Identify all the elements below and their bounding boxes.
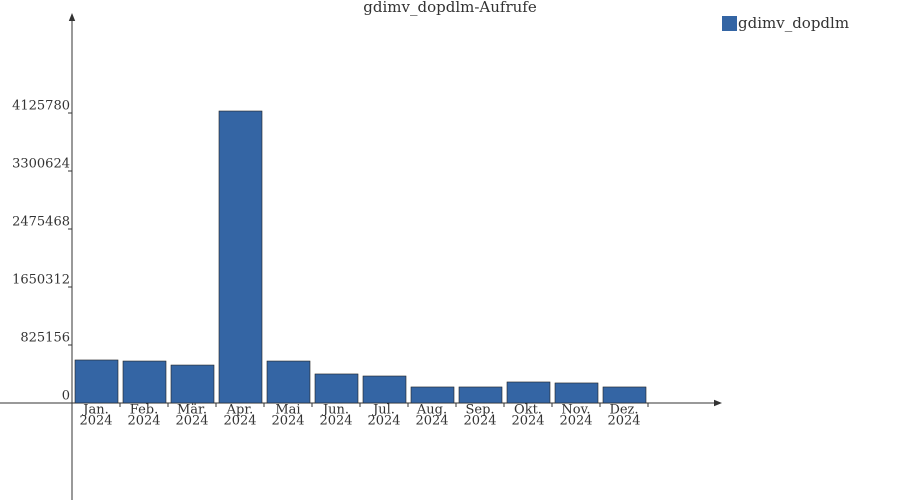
x-tick-label: 2024 [511,414,544,429]
y-tick-label: 3300624 [12,156,70,171]
bar [314,373,359,404]
chart-title: gdimv_dopdlm-Aufrufe [363,0,537,16]
x-tick-label: 2024 [175,414,208,429]
x-tick-label: Jun. [321,403,349,418]
bar [362,375,407,404]
bar [74,359,119,404]
bar [170,364,215,404]
bar [410,386,455,404]
y-tick-label: 0 [62,389,70,404]
legend-swatch [722,16,737,31]
y-tick-label: 4125780 [12,98,70,113]
x-tick-label: 2024 [415,414,448,429]
x-tick-label: Okt. [514,403,542,418]
x-tick-label: Mär. [177,403,207,418]
bar [122,360,167,404]
x-tick-label: Mai [275,403,300,418]
x-tick-label: 2024 [463,414,496,429]
y-tick-label: 2475468 [12,214,70,229]
x-tick-label: Aug. [416,403,447,418]
x-tick-label: 2024 [367,414,400,429]
x-tick-label: 2024 [79,414,112,429]
legend-label: gdimv_dopdlm [738,14,849,32]
x-tick-label: Nov. [561,403,590,418]
x-tick-label: 2024 [559,414,592,429]
x-tick-label: Jul. [371,403,395,418]
x-tick-label: 2024 [271,414,304,429]
x-tick-label: Sep. [465,403,494,418]
x-tick-label: 2024 [223,414,256,429]
x-tick-label: 2024 [607,414,640,429]
bar [506,381,551,404]
bar [266,360,311,404]
x-tick-label: 2024 [127,414,160,429]
bar [554,382,599,404]
x-tick-label: Apr. [226,403,254,418]
y-tick-label: 825156 [20,330,70,345]
y-tick-label: 1650312 [12,272,70,287]
x-tick-label: 2024 [319,414,352,429]
bar [602,386,647,404]
bar [458,386,503,404]
bar [218,110,263,404]
x-tick-label: Feb. [130,403,158,418]
x-tick-label: Dez. [609,403,638,418]
x-tick-label: Jan. [81,403,108,418]
